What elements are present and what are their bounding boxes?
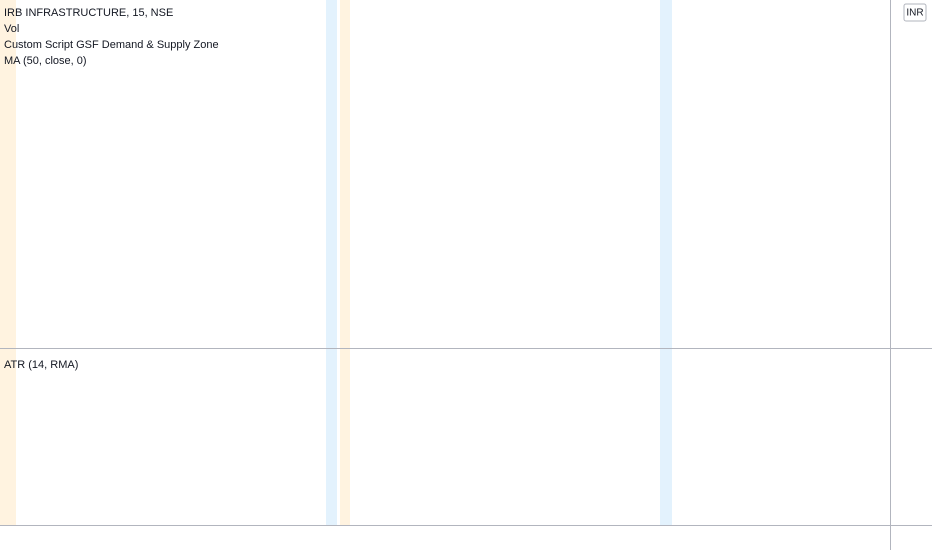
indicator-title[interactable]: ATR (14, RMA) [4, 359, 78, 371]
session-band [326, 0, 337, 525]
session-band [340, 0, 350, 525]
currency[interactable]: INR [906, 8, 923, 19]
session-band [0, 0, 16, 525]
legend-item[interactable]: MA (50, close, 0) [4, 55, 87, 67]
currency-box[interactable] [903, 3, 927, 22]
session-band [660, 0, 672, 525]
legend-item[interactable]: Custom Script GSF Demand & Supply Zone [4, 39, 219, 51]
legend-item[interactable]: Vol [4, 23, 19, 35]
symbol-title[interactable]: IRB INFRASTRUCTURE, 15, NSE [4, 7, 173, 19]
